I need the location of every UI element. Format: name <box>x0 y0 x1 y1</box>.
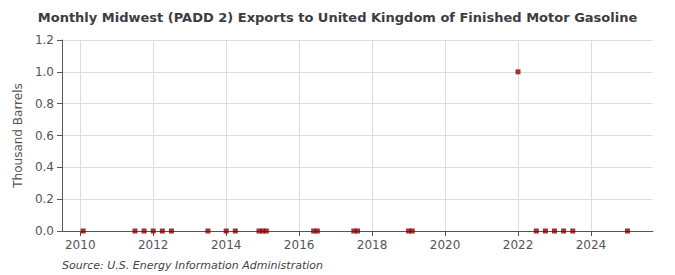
svg-text:2018: 2018 <box>357 238 388 252</box>
svg-text:0.4: 0.4 <box>35 160 54 174</box>
svg-text:2022: 2022 <box>503 238 534 252</box>
svg-text:Source: U.S. Energy Informatio: Source: U.S. Energy Information Administ… <box>62 259 323 272</box>
svg-text:1.2: 1.2 <box>35 33 54 47</box>
svg-text:0.2: 0.2 <box>35 192 54 206</box>
svg-text:2014: 2014 <box>211 238 242 252</box>
svg-text:1.0: 1.0 <box>35 65 54 79</box>
svg-text:2016: 2016 <box>284 238 315 252</box>
svg-text:2010: 2010 <box>65 238 96 252</box>
svg-text:0.0: 0.0 <box>35 224 54 238</box>
svg-text:Monthly Midwest (PADD 2) Expor: Monthly Midwest (PADD 2) Exports to Unit… <box>38 10 638 25</box>
svg-text:Thousand Barrels: Thousand Barrels <box>11 83 25 188</box>
svg-text:0.8: 0.8 <box>35 97 54 111</box>
svg-text:2024: 2024 <box>576 238 607 252</box>
svg-text:2020: 2020 <box>430 238 461 252</box>
svg-text:0.6: 0.6 <box>35 129 54 143</box>
svg-text:2012: 2012 <box>138 238 169 252</box>
